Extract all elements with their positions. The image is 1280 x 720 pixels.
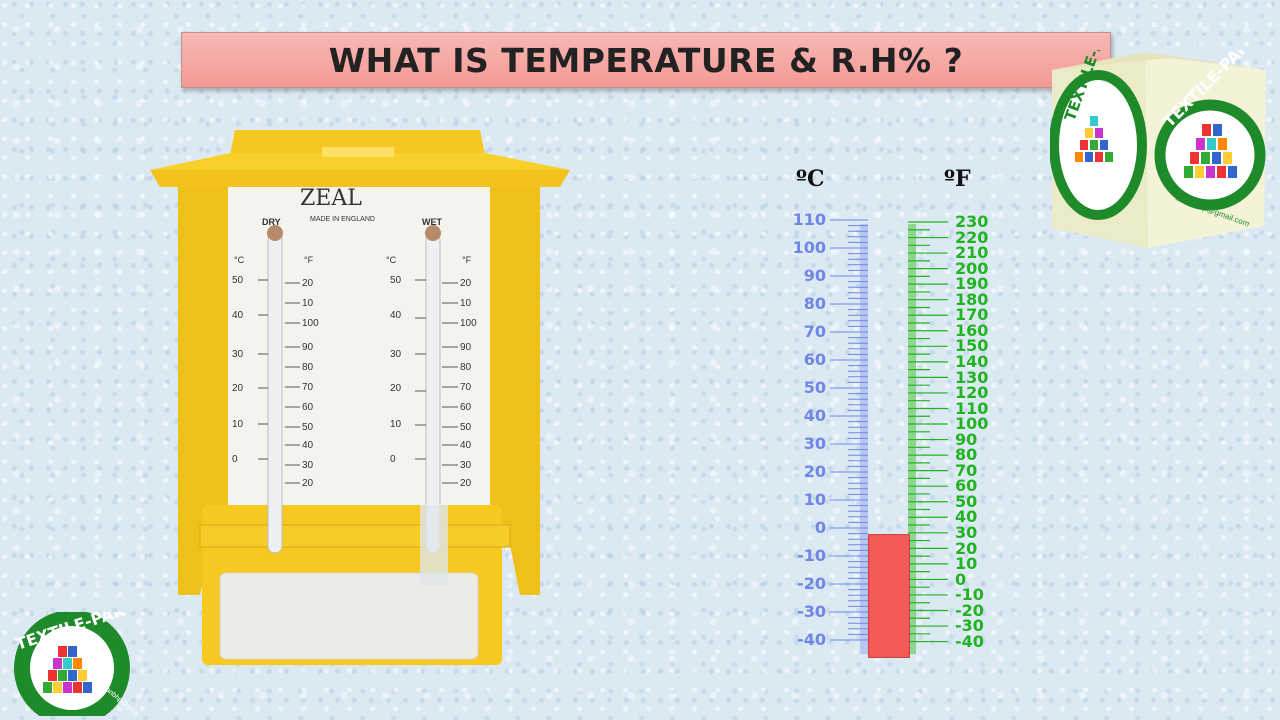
fahrenheit-tick-label: 130 [955, 367, 989, 387]
dry-c-tick: 30 [232, 349, 244, 360]
celsius-tick-label: 30 [803, 434, 826, 453]
celsius-tick-label: 100 [792, 238, 826, 257]
dry-f-tick: 70 [302, 382, 314, 393]
fahrenheit-tick-label: 100 [955, 414, 989, 434]
wet-c-tick: 30 [390, 349, 402, 360]
thermometer-scale [830, 219, 948, 654]
wet-f-tick: 90 [460, 342, 472, 353]
fahrenheit-tick-label: 180 [955, 289, 989, 309]
celsius-tick-label: 40 [803, 406, 826, 425]
wet-f-tick: 40 [460, 440, 472, 451]
fahrenheit-tick-label: -30 [955, 616, 984, 636]
fahrenheit-tick-label: 120 [955, 383, 989, 403]
celsius-tick-label: 0 [814, 518, 826, 537]
dry-f-tick: 10 [302, 298, 314, 309]
wet-c-tick: 10 [390, 419, 402, 430]
celsius-unit-label: ºC [796, 166, 825, 192]
fahrenheit-tick-label: -40 [955, 631, 984, 651]
wet-f-tick: 10 [460, 298, 472, 309]
fahrenheit-tick-label: 20 [955, 538, 978, 558]
fahrenheit-tick-label: 90 [955, 429, 978, 449]
wet-f-tick: 100 [460, 318, 477, 329]
dry-c-tick: 10 [232, 419, 244, 430]
hygrometer-illustration: ZEAL MADE IN ENGLAND DRY WET °C °F °C °F… [150, 130, 570, 665]
dry-c-tick: 50 [232, 275, 244, 286]
celsius-tick-label: -10 [797, 546, 826, 565]
dry-f-tick: 50 [302, 422, 314, 433]
dry-c-unit: °C [234, 255, 245, 265]
fahrenheit-unit-label: ºF [944, 166, 971, 192]
dry-f-tick: 40 [302, 440, 314, 451]
celsius-tick-label: 70 [803, 322, 826, 341]
fahrenheit-tick-label: 70 [955, 460, 978, 480]
wet-f-tick: 80 [460, 362, 472, 373]
wet-c-unit: °C [386, 255, 397, 265]
celsius-tick-label: -20 [797, 574, 826, 593]
dry-c-tick: 20 [232, 383, 244, 394]
wet-f-unit: °F [462, 255, 472, 265]
celsius-tick-label: -30 [797, 602, 826, 621]
fahrenheit-tick-label: 230 [955, 212, 989, 231]
hygrometer-made-in: MADE IN ENGLAND [310, 216, 375, 223]
slide-title: WHAT IS TEMPERATURE & R.H% ? [328, 40, 964, 80]
celsius-tick-label: 20 [803, 462, 826, 481]
wet-c-tick: 50 [390, 275, 402, 286]
fahrenheit-tick-label: 0 [955, 569, 967, 589]
wet-c-tick: 40 [390, 310, 402, 321]
dry-f-tick: 20 [302, 478, 314, 489]
dry-label: DRY [262, 217, 281, 227]
celsius-rail [860, 224, 868, 654]
mercury-column [868, 533, 910, 658]
hygrometer-brand: ZEAL [300, 186, 362, 211]
fahrenheit-tick-label: 200 [955, 258, 989, 278]
dry-f-tick: 20 [302, 278, 314, 289]
slide-title-banner: WHAT IS TEMPERATURE & R.H% ? [181, 32, 1111, 88]
fahrenheit-tick-label: 160 [955, 320, 989, 340]
wet-f-tick: 20 [460, 278, 472, 289]
wet-f-tick: 70 [460, 382, 472, 393]
fahrenheit-tick-label: 140 [955, 351, 989, 371]
wet-f-tick: 50 [460, 422, 472, 433]
fahrenheit-tick-label: 220 [955, 227, 989, 247]
textile-pak-logo: TEXTILE-PAK imranbhp@gmail.com [13, 612, 138, 716]
fahrenheit-tick-label: 80 [955, 445, 978, 465]
celsius-tick-label: 90 [803, 266, 826, 285]
dry-c-tick: 40 [232, 310, 244, 321]
fahrenheit-tick-label: 190 [955, 274, 989, 294]
wet-f-tick: 60 [460, 402, 472, 413]
fahrenheit-tick-label: -20 [955, 600, 984, 620]
fahrenheit-tick-label: 50 [955, 491, 978, 511]
dry-f-tick: 90 [302, 342, 314, 353]
dry-f-tick: 100 [302, 318, 319, 329]
fahrenheit-tick-label: 150 [955, 336, 989, 356]
celsius-tick-label: 110 [792, 210, 826, 229]
textile-pak-cube-logo: TEXTILE-PAK TEXTILE-PAK imranbhp@gmail.c… [1050, 50, 1266, 248]
wet-f-tick: 30 [460, 460, 472, 471]
wet-c-tick: 20 [390, 383, 402, 394]
dry-f-tick: 30 [302, 460, 314, 471]
celsius-tick-label: -40 [797, 630, 826, 649]
fahrenheit-tick-label: 110 [955, 398, 989, 418]
wet-f-tick: 20 [460, 478, 472, 489]
celsius-tick-label: 80 [803, 294, 826, 313]
wet-label: WET [422, 217, 442, 227]
fahrenheit-tick-label: 170 [955, 305, 989, 325]
fahrenheit-tick-label: -10 [955, 585, 984, 605]
celsius-tick-label: 50 [803, 378, 826, 397]
fahrenheit-tick-label: 210 [955, 243, 989, 263]
fahrenheit-tick-label: 30 [955, 523, 978, 542]
fahrenheit-tick-label: 60 [955, 476, 978, 496]
celsius-tick-label: 60 [803, 350, 826, 369]
dry-f-tick: 80 [302, 362, 314, 373]
celsius-tick-label: 10 [803, 490, 826, 509]
dry-c-tick: 0 [232, 454, 238, 465]
wet-c-tick: 0 [390, 454, 396, 465]
fahrenheit-tick-label: 40 [955, 507, 978, 527]
fahrenheit-tick-label: 10 [955, 554, 978, 574]
dry-f-tick: 60 [302, 402, 314, 413]
dry-f-unit: °F [304, 255, 314, 265]
